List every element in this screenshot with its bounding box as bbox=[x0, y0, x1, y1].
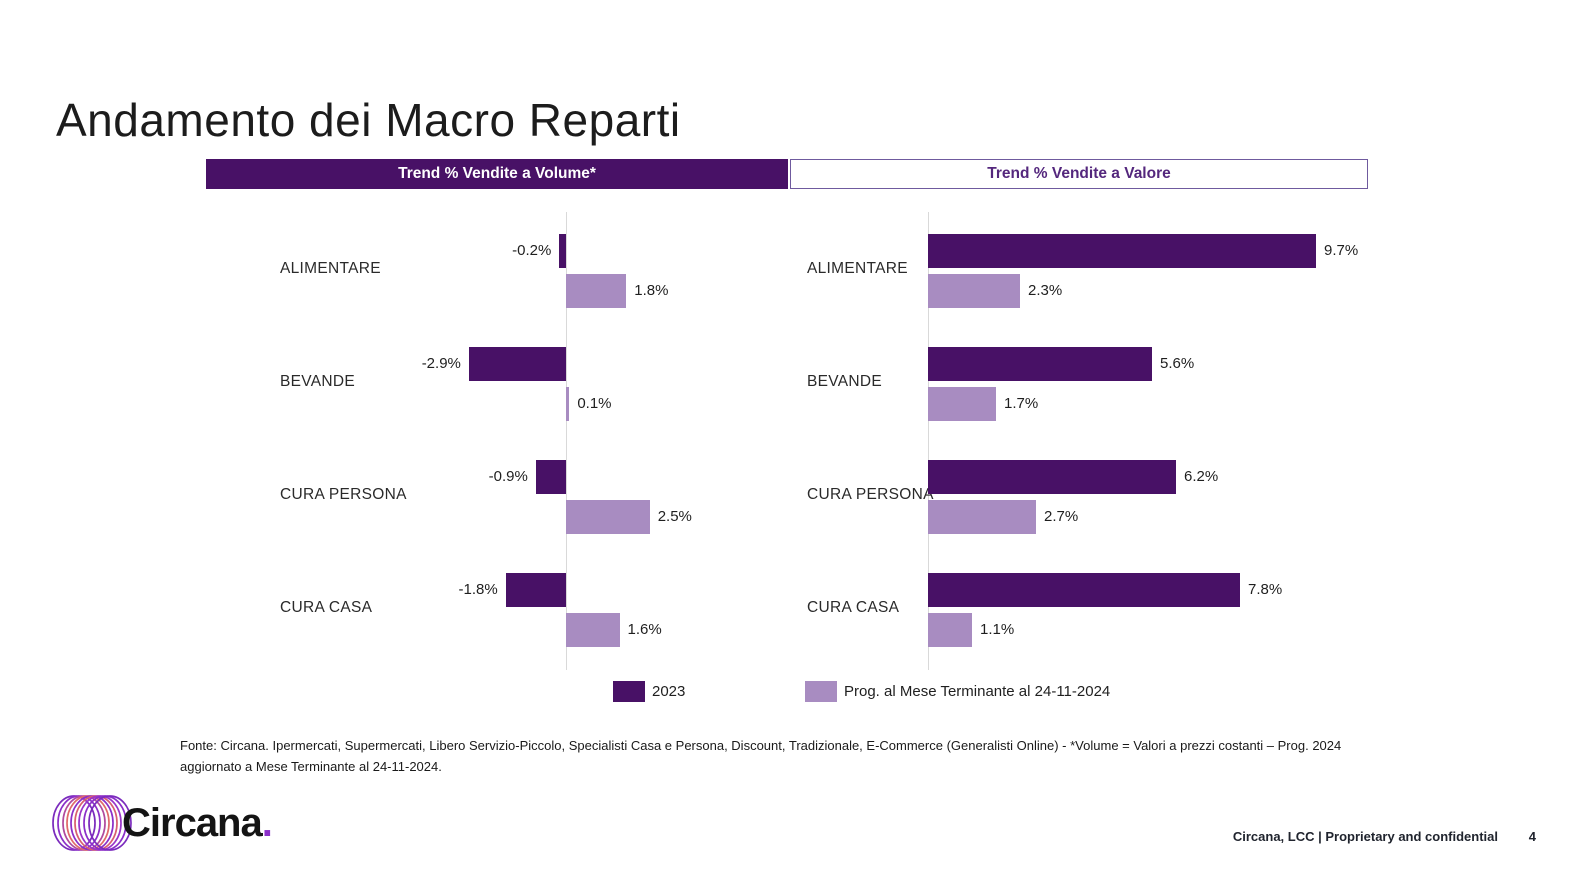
value-label-prog--cura-casa: 1.6% bbox=[627, 621, 662, 638]
value-label-2023-alimentare: 9.7% bbox=[1324, 242, 1359, 259]
value-label-prog--cura-persona: 2.7% bbox=[1044, 508, 1079, 525]
source-footnote: Fonte: Circana. Ipermercati, Supermercat… bbox=[180, 738, 1342, 774]
zero-axis-line bbox=[565, 212, 567, 670]
bar-prog--alimentare bbox=[565, 274, 627, 308]
category-label-cura-persona: CURA PERSONA bbox=[807, 485, 934, 503]
category-label-cura-casa: CURA CASA bbox=[807, 598, 900, 616]
zero-axis-line bbox=[928, 212, 929, 670]
legend-item-2023: 2023 bbox=[613, 681, 685, 702]
value-label-2023-cura-casa: 7.8% bbox=[1248, 581, 1283, 598]
value-label-prog--bevande: 0.1% bbox=[577, 395, 612, 412]
value-label-prog--cura-casa: 1.1% bbox=[980, 621, 1015, 638]
legend-swatch-prog bbox=[805, 681, 837, 702]
bar-2023-cura-casa bbox=[928, 573, 1240, 607]
category-label-bevande: BEVANDE bbox=[280, 372, 356, 390]
circana-wordmark-dot: . bbox=[261, 800, 273, 845]
chart-row-cura-casa: CURA CASA -1.8% 1.6% bbox=[206, 551, 788, 664]
bar-2023-cura-persona bbox=[928, 460, 1176, 494]
chart-volume: ALIMENTARE -0.2% 1.8% BEVANDE -2.9% 0.1% CURA … bbox=[206, 212, 788, 670]
legend-swatch-2023 bbox=[613, 681, 645, 702]
value-label-2023-bevande: 5.6% bbox=[1160, 355, 1195, 372]
legend-item-prog: Prog. al Mese Terminante al 24-11-2024 bbox=[805, 681, 1110, 702]
bar-prog--alimentare bbox=[928, 274, 1020, 308]
panel-header-volume: Trend % Vendite a Volume* bbox=[206, 159, 788, 189]
value-label-2023-bevande: -2.9% bbox=[421, 355, 461, 372]
confidentiality-notice: Circana, LCC | Proprietary and confident… bbox=[1232, 829, 1498, 844]
page-title: Andamento dei Macro Reparti bbox=[56, 93, 681, 146]
bar-2023-cura-persona bbox=[535, 460, 566, 494]
bar-2023-cura-casa bbox=[505, 573, 566, 607]
chart-row-cura-casa: CURA CASA 7.8% 1.1% bbox=[790, 551, 1368, 664]
category-label-alimentare: ALIMENTARE bbox=[807, 259, 908, 277]
chart-row-cura-persona: CURA PERSONA 6.2% 2.7% bbox=[790, 438, 1368, 551]
category-label-cura-persona: CURA PERSONA bbox=[280, 485, 407, 503]
bar-prog--cura-casa bbox=[928, 613, 972, 647]
bar-2023-bevande bbox=[468, 347, 566, 381]
circana-sphere-icon bbox=[52, 795, 132, 851]
page-number: 4 bbox=[1528, 829, 1536, 844]
panel-header-valore: Trend % Vendite a Valore bbox=[790, 159, 1368, 189]
bar-prog--bevande bbox=[928, 387, 996, 421]
legend-label-2023: 2023 bbox=[652, 683, 686, 700]
value-label-2023-cura-casa: -1.8% bbox=[458, 581, 498, 598]
value-label-2023-cura-persona: 6.2% bbox=[1184, 468, 1219, 485]
legend-label-prog: Prog. al Mese Terminante al 24-11-2024 bbox=[844, 683, 1111, 700]
value-label-prog--bevande: 1.7% bbox=[1004, 395, 1039, 412]
chart-row-bevande: BEVANDE 5.6% 1.7% bbox=[790, 325, 1368, 438]
bar-prog--cura-casa bbox=[565, 613, 620, 647]
chart-valore: ALIMENTARE 9.7% 2.3% BEVANDE 5.6% 1.7% CURA PE… bbox=[790, 212, 1368, 670]
bar-2023-bevande bbox=[928, 347, 1152, 381]
bar-prog--cura-persona bbox=[928, 500, 1036, 534]
value-label-2023-cura-persona: -0.9% bbox=[488, 468, 528, 485]
chart-row-alimentare: ALIMENTARE -0.2% 1.8% bbox=[206, 212, 788, 325]
bar-2023-alimentare bbox=[559, 234, 566, 268]
category-label-bevande: BEVANDE bbox=[807, 372, 883, 390]
chart-row-bevande: BEVANDE -2.9% 0.1% bbox=[206, 325, 788, 438]
bar-prog--bevande bbox=[565, 387, 570, 421]
value-label-prog--alimentare: 1.8% bbox=[634, 282, 669, 299]
bar-prog--cura-persona bbox=[565, 500, 650, 534]
category-label-alimentare: ALIMENTARE bbox=[280, 259, 381, 277]
circana-logo: Circana. bbox=[50, 792, 273, 854]
value-label-prog--alimentare: 2.3% bbox=[1028, 282, 1063, 299]
circana-wordmark: Circana. bbox=[122, 800, 273, 845]
chart-row-cura-persona: CURA PERSONA -0.9% 2.5% bbox=[206, 438, 788, 551]
chart-row-alimentare: ALIMENTARE 9.7% 2.3% bbox=[790, 212, 1368, 325]
bar-2023-alimentare bbox=[928, 234, 1316, 268]
category-label-cura-casa: CURA CASA bbox=[280, 598, 373, 616]
value-label-prog--cura-persona: 2.5% bbox=[657, 508, 692, 525]
value-label-2023-alimentare: -0.2% bbox=[512, 242, 552, 259]
